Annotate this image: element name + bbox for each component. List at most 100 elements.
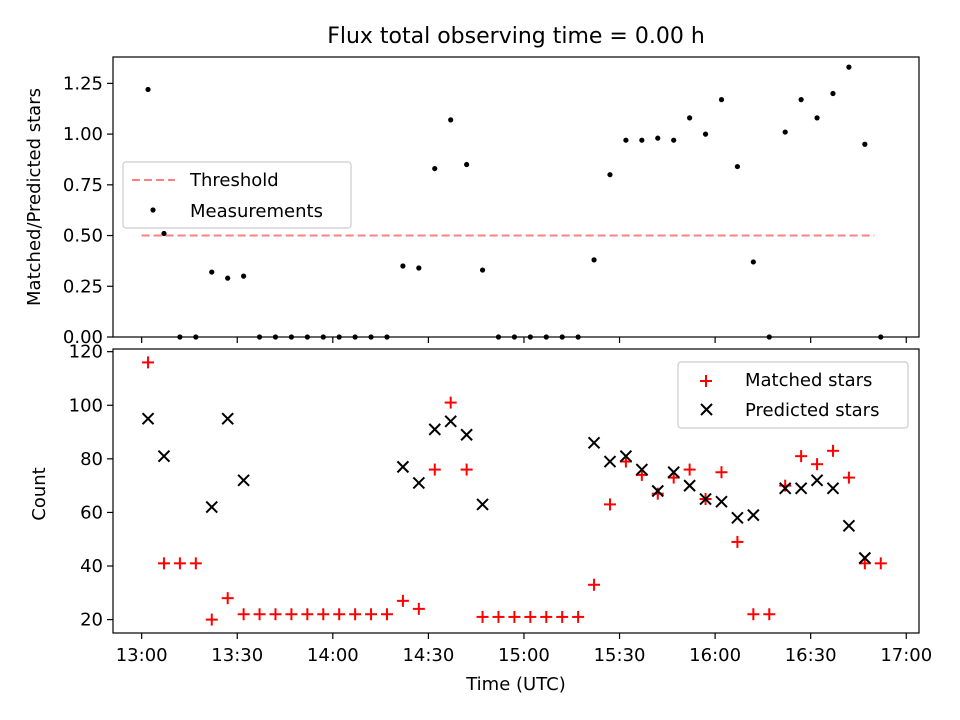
predicted-star-stroke-b (699, 492, 712, 506)
predicted-star-point (794, 482, 808, 495)
matched-star-point (380, 608, 393, 621)
measurement-point (543, 334, 549, 340)
measurement-point (687, 115, 693, 121)
measurement-point (352, 334, 358, 340)
x-axis-label: Time (UTC) (465, 674, 566, 695)
bottom-x-tick-label: 15:00 (498, 645, 550, 666)
measurement-point (671, 137, 677, 143)
bottom-x-tick-label: 16:00 (689, 645, 741, 666)
measurement-point (479, 267, 486, 273)
matched-star-point (842, 471, 855, 484)
predicted-star-stroke-b (603, 455, 617, 468)
matched-star-point (412, 602, 425, 615)
measurement-point (416, 265, 422, 271)
matched-star-point (157, 557, 170, 570)
measurement-point (384, 334, 390, 340)
matched-star-point (428, 463, 441, 476)
matched-star-point (795, 450, 808, 463)
bottom-x-tick-label: 15:30 (594, 645, 646, 666)
matched-star-point (317, 608, 330, 621)
bottom-plot-frame (112, 348, 920, 634)
matched-star-point (651, 487, 664, 500)
measurement-point (750, 259, 756, 265)
measurement-point (846, 64, 852, 70)
measurement-point (368, 334, 374, 340)
measurement-point (798, 97, 804, 103)
predicted-star-stroke-b (476, 498, 489, 511)
predicted-star-stroke-b (842, 519, 856, 533)
bottom-x-tick-label: 16:30 (785, 645, 837, 666)
bottom-y-tick-label: 80 (80, 449, 103, 470)
legend-predicted-label: Predicted stars (745, 400, 879, 421)
predicted-star-point (619, 449, 633, 463)
predicted-star-point (778, 482, 792, 495)
top-y-tick-label: 0.50 (63, 226, 103, 247)
predicted-star-point (810, 474, 824, 487)
predicted-star-point (205, 500, 218, 514)
matched-star-point (556, 610, 569, 623)
matched-star-point (253, 608, 266, 621)
measurement-point (575, 334, 581, 340)
predicted-star-stroke-b (794, 482, 808, 495)
predicted-star-point (683, 479, 696, 492)
predicted-star-stroke-b (396, 460, 410, 474)
measurement-point (559, 334, 565, 340)
measurement-point (655, 135, 661, 141)
measurement-point (591, 257, 597, 263)
predicted-star-point (428, 423, 441, 436)
predicted-star-point (731, 511, 744, 524)
matched-star-point (603, 498, 616, 511)
predicted-star-stroke-b (428, 423, 441, 436)
predicted-star-stroke-b (715, 495, 728, 508)
predicted-star-stroke-b (460, 428, 473, 441)
matched-star-point (572, 610, 585, 623)
measurement-point (718, 97, 725, 103)
predicted-star-point (667, 466, 680, 479)
matched-star-point (540, 610, 553, 623)
top-y-tick-label: 0.25 (63, 276, 103, 297)
predicted-star-point (858, 551, 872, 565)
predicted-star-stroke-b (444, 415, 457, 428)
chart-title: Flux total observing time = 0.00 h (327, 24, 705, 49)
predicted-star-stroke-b (587, 436, 601, 449)
predicted-star-stroke-b (747, 508, 760, 522)
predicted-star-point (460, 428, 473, 441)
predicted-star-stroke-b (157, 449, 171, 463)
measurement-point (209, 269, 215, 275)
legend-matched-swatch (700, 375, 712, 387)
bottom-x-tick-label: 14:00 (307, 645, 359, 666)
matched-star-point (874, 557, 887, 570)
matched-star-point (189, 557, 202, 570)
measurement-point (161, 230, 167, 237)
matched-star-point (588, 578, 601, 591)
matched-star-point (142, 356, 155, 369)
top-legend-frame (122, 161, 352, 229)
matched-star-point (444, 396, 457, 409)
measurement-point (320, 334, 326, 340)
measurement-point (400, 263, 406, 269)
predicted-star-stroke-b (141, 412, 155, 425)
legend-measurements-label: Measurements (190, 201, 323, 222)
measurement-point (464, 161, 470, 168)
measurement-point (782, 129, 788, 135)
predicted-star-point (221, 412, 234, 425)
measurement-point (814, 115, 820, 121)
bottom-y-tick-label: 60 (80, 502, 103, 523)
predicted-star-stroke-b (826, 482, 840, 495)
matched-star-point (508, 610, 521, 623)
top-legend: Threshold Measurements (122, 161, 352, 229)
bottom-x-tick-label: 13:30 (211, 645, 263, 666)
top-panel: 0.00 0.25 0.50 0.75 1.00 1.25 (63, 56, 920, 348)
matched-star-point (524, 610, 537, 623)
predicted-star-stroke-b (683, 479, 696, 492)
measurement-point (241, 273, 247, 279)
predicted-star-stroke-b (731, 511, 744, 524)
measurement-point (336, 334, 342, 340)
matched-star-point (763, 608, 776, 621)
bottom-x-tick-label: 14:30 (402, 645, 454, 666)
measurement-point (639, 137, 645, 143)
predicted-star-stroke-b (635, 463, 649, 476)
matched-star-point (269, 608, 282, 621)
measurement-point (878, 334, 884, 340)
